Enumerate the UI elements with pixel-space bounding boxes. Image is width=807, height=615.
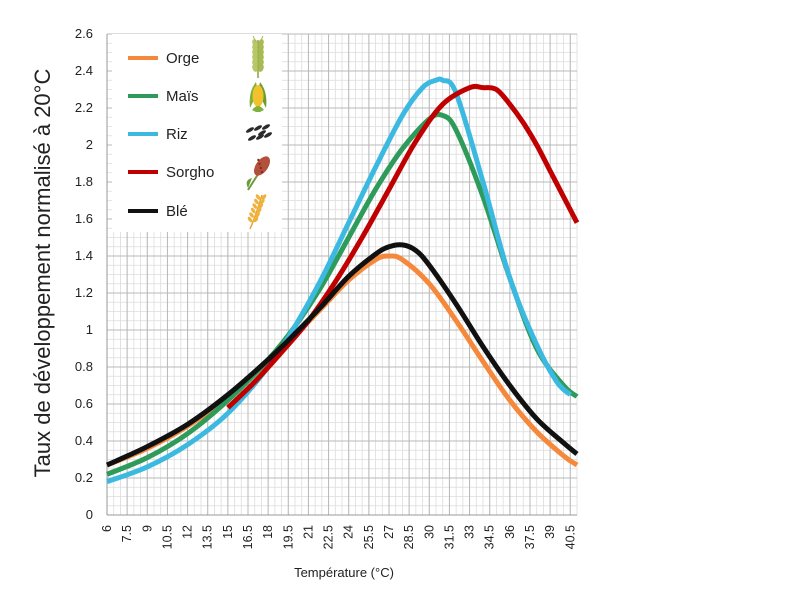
x-tick-label: 24: [342, 525, 356, 539]
legend-label-ble: Blé: [166, 203, 188, 220]
y-tick-label: 1: [86, 322, 93, 337]
x-tick-label: 7.5: [120, 525, 134, 542]
x-tick-label: 28.5: [402, 525, 416, 549]
x-tick-label: 15: [221, 525, 235, 539]
barley-icon: [252, 35, 264, 78]
legend-label-riz: Riz: [166, 126, 188, 143]
series-line-ble: [105, 242, 579, 468]
legend-label-mais: Maïs: [166, 88, 199, 105]
x-axis-title: Température (°C): [294, 565, 394, 580]
rice-icon: [246, 124, 272, 141]
y-tick-label: 2.4: [75, 63, 93, 78]
x-tick-label: 27: [382, 525, 396, 539]
y-axis-title: Taux de développement normalisé à 20°C: [30, 69, 55, 478]
x-tick-label: 16.5: [241, 525, 255, 549]
x-tick-label: 25.5: [362, 525, 376, 549]
x-tick-label: 6: [100, 525, 114, 532]
y-tick-label: 0.2: [75, 470, 93, 485]
x-tick-label: 31.5: [442, 525, 456, 549]
y-tick-label: 2.6: [75, 26, 93, 41]
x-tick-label: 21: [301, 525, 315, 539]
y-tick-label: 0.4: [75, 433, 93, 448]
x-tick-label: 37.5: [523, 525, 537, 549]
x-tick-label: 12: [181, 525, 195, 539]
y-tick-label: 0.8: [75, 359, 93, 374]
y-tick-label: 1.2: [75, 285, 93, 300]
series-lines: [105, 76, 580, 485]
x-tick-label: 40.5: [563, 525, 577, 549]
x-tick-label: 30: [422, 525, 436, 539]
x-tick-label: 39: [543, 525, 557, 539]
x-tick-label: 19.5: [281, 525, 295, 549]
legend-label-sorgho: Sorgho: [166, 164, 214, 181]
sorghum-icon: [246, 156, 270, 191]
legend: Orge Maïs Riz Sorgho Blé: [112, 34, 282, 232]
x-tick-label: 18: [261, 525, 275, 539]
y-tick-label: 0.6: [75, 396, 93, 411]
x-tick-label: 10.5: [160, 525, 174, 549]
legend-label-orge: Orge: [166, 50, 199, 67]
y-tick-label: 1.6: [75, 211, 93, 226]
y-tick-label: 2.2: [75, 100, 93, 115]
series-line-riz: [106, 76, 573, 485]
x-tick-label: 33: [463, 525, 477, 539]
corn-icon: [249, 82, 267, 112]
wheat-icon: [247, 194, 267, 230]
y-tick-label: 0: [86, 507, 93, 522]
x-tick-label: 13.5: [201, 525, 215, 549]
x-tick-label: 36: [503, 525, 517, 539]
y-tick-label: 2: [86, 137, 93, 152]
y-tick-label: 1.4: [75, 248, 93, 263]
x-tick-label: 34.5: [483, 525, 497, 549]
y-tick-label: 1.8: [75, 174, 93, 189]
x-tick-label: 22.5: [322, 525, 336, 549]
axes: 0 0.2 0.4 0.6 0.8 1 1.2 1.4 1.6 1.8 2 2.2 2.4 2.6 6 7.5…: [75, 26, 577, 549]
x-tick-label: 9: [140, 525, 154, 532]
